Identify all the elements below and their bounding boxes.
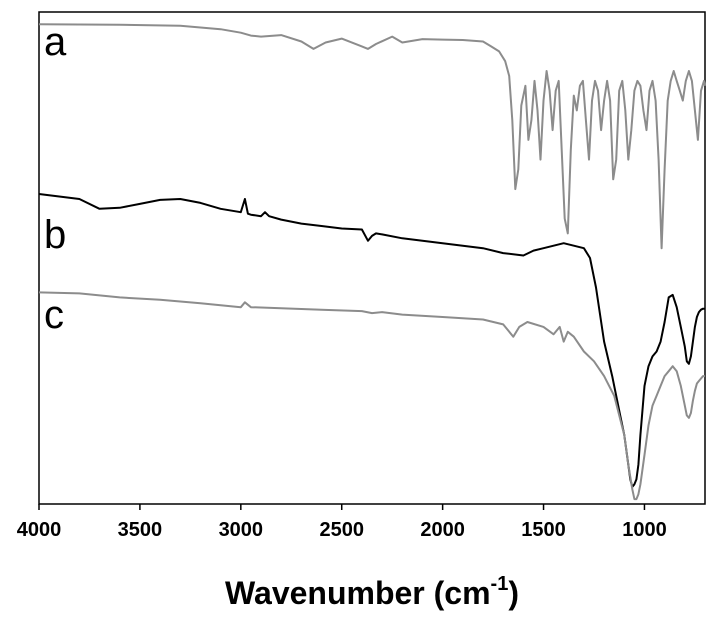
x-axis-title-superscript: -1 [491,573,509,595]
x-tick-label: 2500 [319,519,364,541]
x-tick-label: 3500 [118,519,163,541]
x-tick-label: 2000 [420,519,465,541]
series-label-c: c [44,293,64,337]
series-line-b [39,194,705,487]
plot-frame [39,12,705,504]
series-line-a [39,24,705,248]
x-tick-label: 4000 [17,519,62,541]
x-tick-label: 1500 [521,519,566,541]
x-axis-tick-labels: 4000 3500 3000 2500 2000 1500 1000 [17,519,667,541]
x-axis-title-close: ) [508,575,519,611]
x-tick-label: 1000 [622,519,667,541]
x-tick-label: 3000 [219,519,264,541]
x-axis-title-main: Wavenumber (cm [225,575,491,611]
series-label-a: a [44,20,67,64]
series-line-c [39,292,705,499]
series-lines [39,24,705,499]
series-label-b: b [44,213,66,257]
series-labels: a bc [44,20,67,337]
x-axis-title: Wavenumber (cm-1) [225,573,519,611]
ftir-chart: 4000 3500 3000 2500 2000 1500 1000 a bc Wavenum… [0,0,712,623]
x-axis-ticks [39,504,644,510]
